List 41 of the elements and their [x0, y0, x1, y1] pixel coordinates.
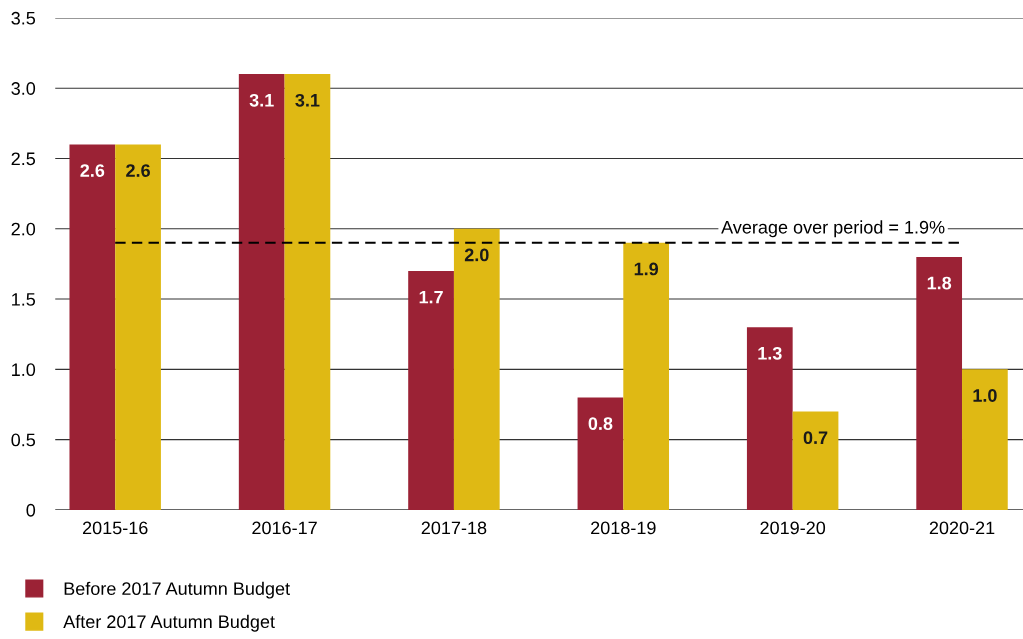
data-label: 1.8 [927, 276, 952, 290]
y-tick-label: 0 [26, 503, 36, 517]
bar [69, 144, 116, 510]
bar [453, 228, 500, 510]
y-tick-label: 3.5 [11, 11, 36, 25]
data-label: 2.6 [80, 164, 105, 177]
bar [792, 411, 839, 510]
data-label: 2.0 [464, 248, 489, 262]
legend-label: Before 2017 Autumn Budget [64, 581, 290, 599]
bar [238, 74, 285, 510]
bar [408, 270, 454, 510]
y-tick-label: 2.5 [11, 152, 36, 166]
ref-line-label: Average over period = 1.9% [721, 220, 945, 238]
data-label: 1.9 [634, 262, 659, 276]
x-tick-label: 2016-17 [252, 521, 317, 535]
data-label: 2.6 [126, 164, 150, 177]
y-tick-label: 1.5 [12, 293, 36, 306]
data-label: 1.3 [758, 346, 782, 360]
bar [962, 369, 1008, 510]
y-tick-label: 0.5 [11, 433, 36, 447]
y-tick-label: 2.0 [11, 222, 36, 236]
x-tick-label: 2019-20 [760, 521, 826, 535]
legend-label: After 2017 Autumn Budget [63, 614, 275, 632]
data-label: 1.0 [973, 389, 997, 402]
data-label: 3.1 [295, 93, 320, 107]
x-tick-label: 2017-18 [421, 521, 487, 535]
x-tick-label: 2015-16 [82, 521, 148, 535]
bar [746, 327, 793, 510]
bar [916, 256, 963, 510]
data-label: 0.7 [803, 431, 828, 445]
bar [623, 242, 670, 510]
data-label: 0.8 [588, 417, 613, 430]
x-tick-label: 2020-21 [929, 521, 995, 535]
bar [284, 74, 331, 510]
y-tick-label: 3.0 [11, 82, 36, 95]
y-tick-label: 1.0 [12, 363, 36, 377]
x-tick-label: 2018-19 [591, 521, 656, 535]
bar [577, 397, 624, 510]
data-label: 1.7 [419, 290, 443, 304]
bar [115, 144, 161, 510]
data-label: 3.1 [249, 93, 274, 107]
